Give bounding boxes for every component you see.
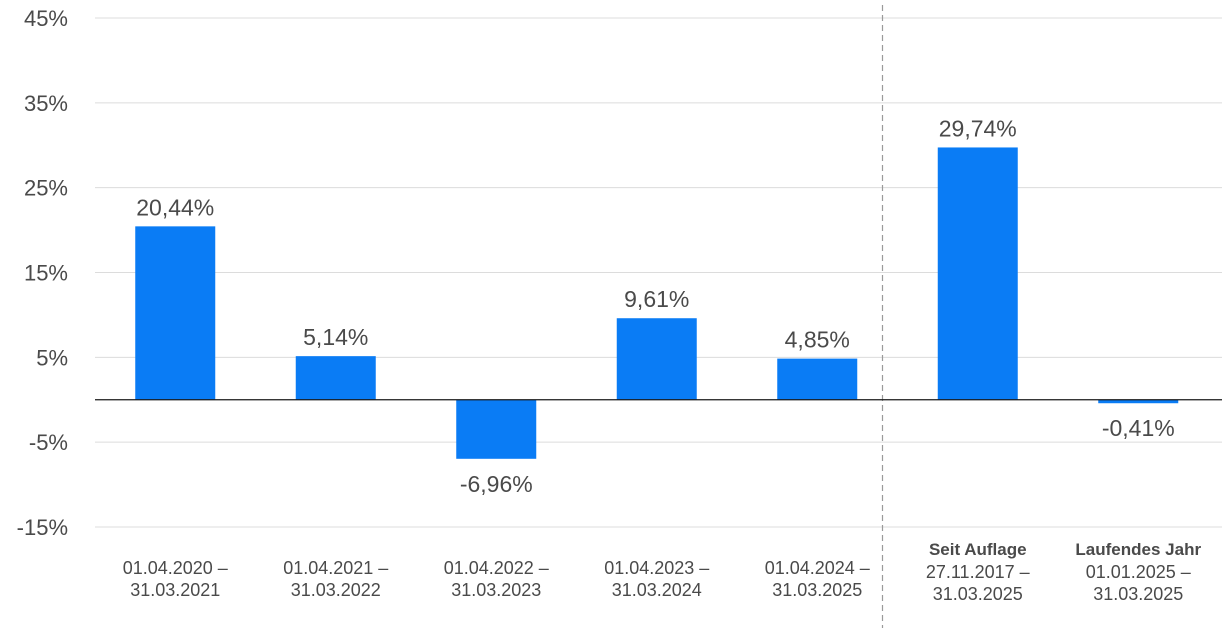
y-tick-labels: -15% -5% 5% 15% 25% 35% 45% xyxy=(17,6,68,540)
y-tick-label: 15% xyxy=(24,261,68,286)
category-label: 01.04.2022 – xyxy=(444,558,549,578)
category-label: 27.11.2017 – xyxy=(926,562,1030,582)
category-label: 01.04.2023 – xyxy=(604,558,709,578)
category-label: 01.04.2021 – xyxy=(283,558,388,578)
data-label: 9,61% xyxy=(624,286,689,312)
data-label: 5,14% xyxy=(303,324,368,350)
category-label: 31.03.2023 xyxy=(451,580,541,600)
data-label: 4,85% xyxy=(785,327,850,353)
y-tick-label: -5% xyxy=(29,430,68,455)
data-label: 20,44% xyxy=(136,194,214,220)
bar xyxy=(135,226,216,400)
bar xyxy=(295,356,376,400)
data-label: -0,41% xyxy=(1102,415,1175,441)
y-tick-label: 25% xyxy=(24,176,68,201)
y-tick-label: 5% xyxy=(36,345,68,370)
value-labels: 20,44% 5,14% -6,96% 9,61% 4,85% 29,74% -0,41% xyxy=(136,115,1174,496)
category-label: 31.03.2021 xyxy=(130,580,220,600)
category-heading: Seit Auflage xyxy=(929,540,1027,559)
category-label: 31.03.2025 xyxy=(933,584,1023,604)
bar xyxy=(456,399,537,459)
category-label: 31.03.2025 xyxy=(772,580,862,600)
category-label: 31.03.2024 xyxy=(612,580,702,600)
data-label: 29,74% xyxy=(939,115,1017,141)
bar xyxy=(937,147,1018,400)
category-label: 31.03.2025 xyxy=(1093,584,1183,604)
category-label: 01.04.2020 – xyxy=(123,558,228,578)
y-tick-label: -15% xyxy=(17,515,68,540)
bar xyxy=(616,318,697,400)
data-label: -6,96% xyxy=(460,471,533,497)
bars xyxy=(135,147,1179,459)
category-label: 01.01.2025 – xyxy=(1086,562,1191,582)
y-tick-label: 35% xyxy=(24,91,68,116)
gridlines xyxy=(95,17,1222,528)
category-label: 01.04.2024 – xyxy=(765,558,870,578)
category-label: 31.03.2022 xyxy=(291,580,381,600)
y-tick-label: 45% xyxy=(24,6,68,31)
bar xyxy=(1098,399,1179,404)
category-heading: Laufendes Jahr xyxy=(1075,540,1201,559)
bar xyxy=(777,358,858,400)
